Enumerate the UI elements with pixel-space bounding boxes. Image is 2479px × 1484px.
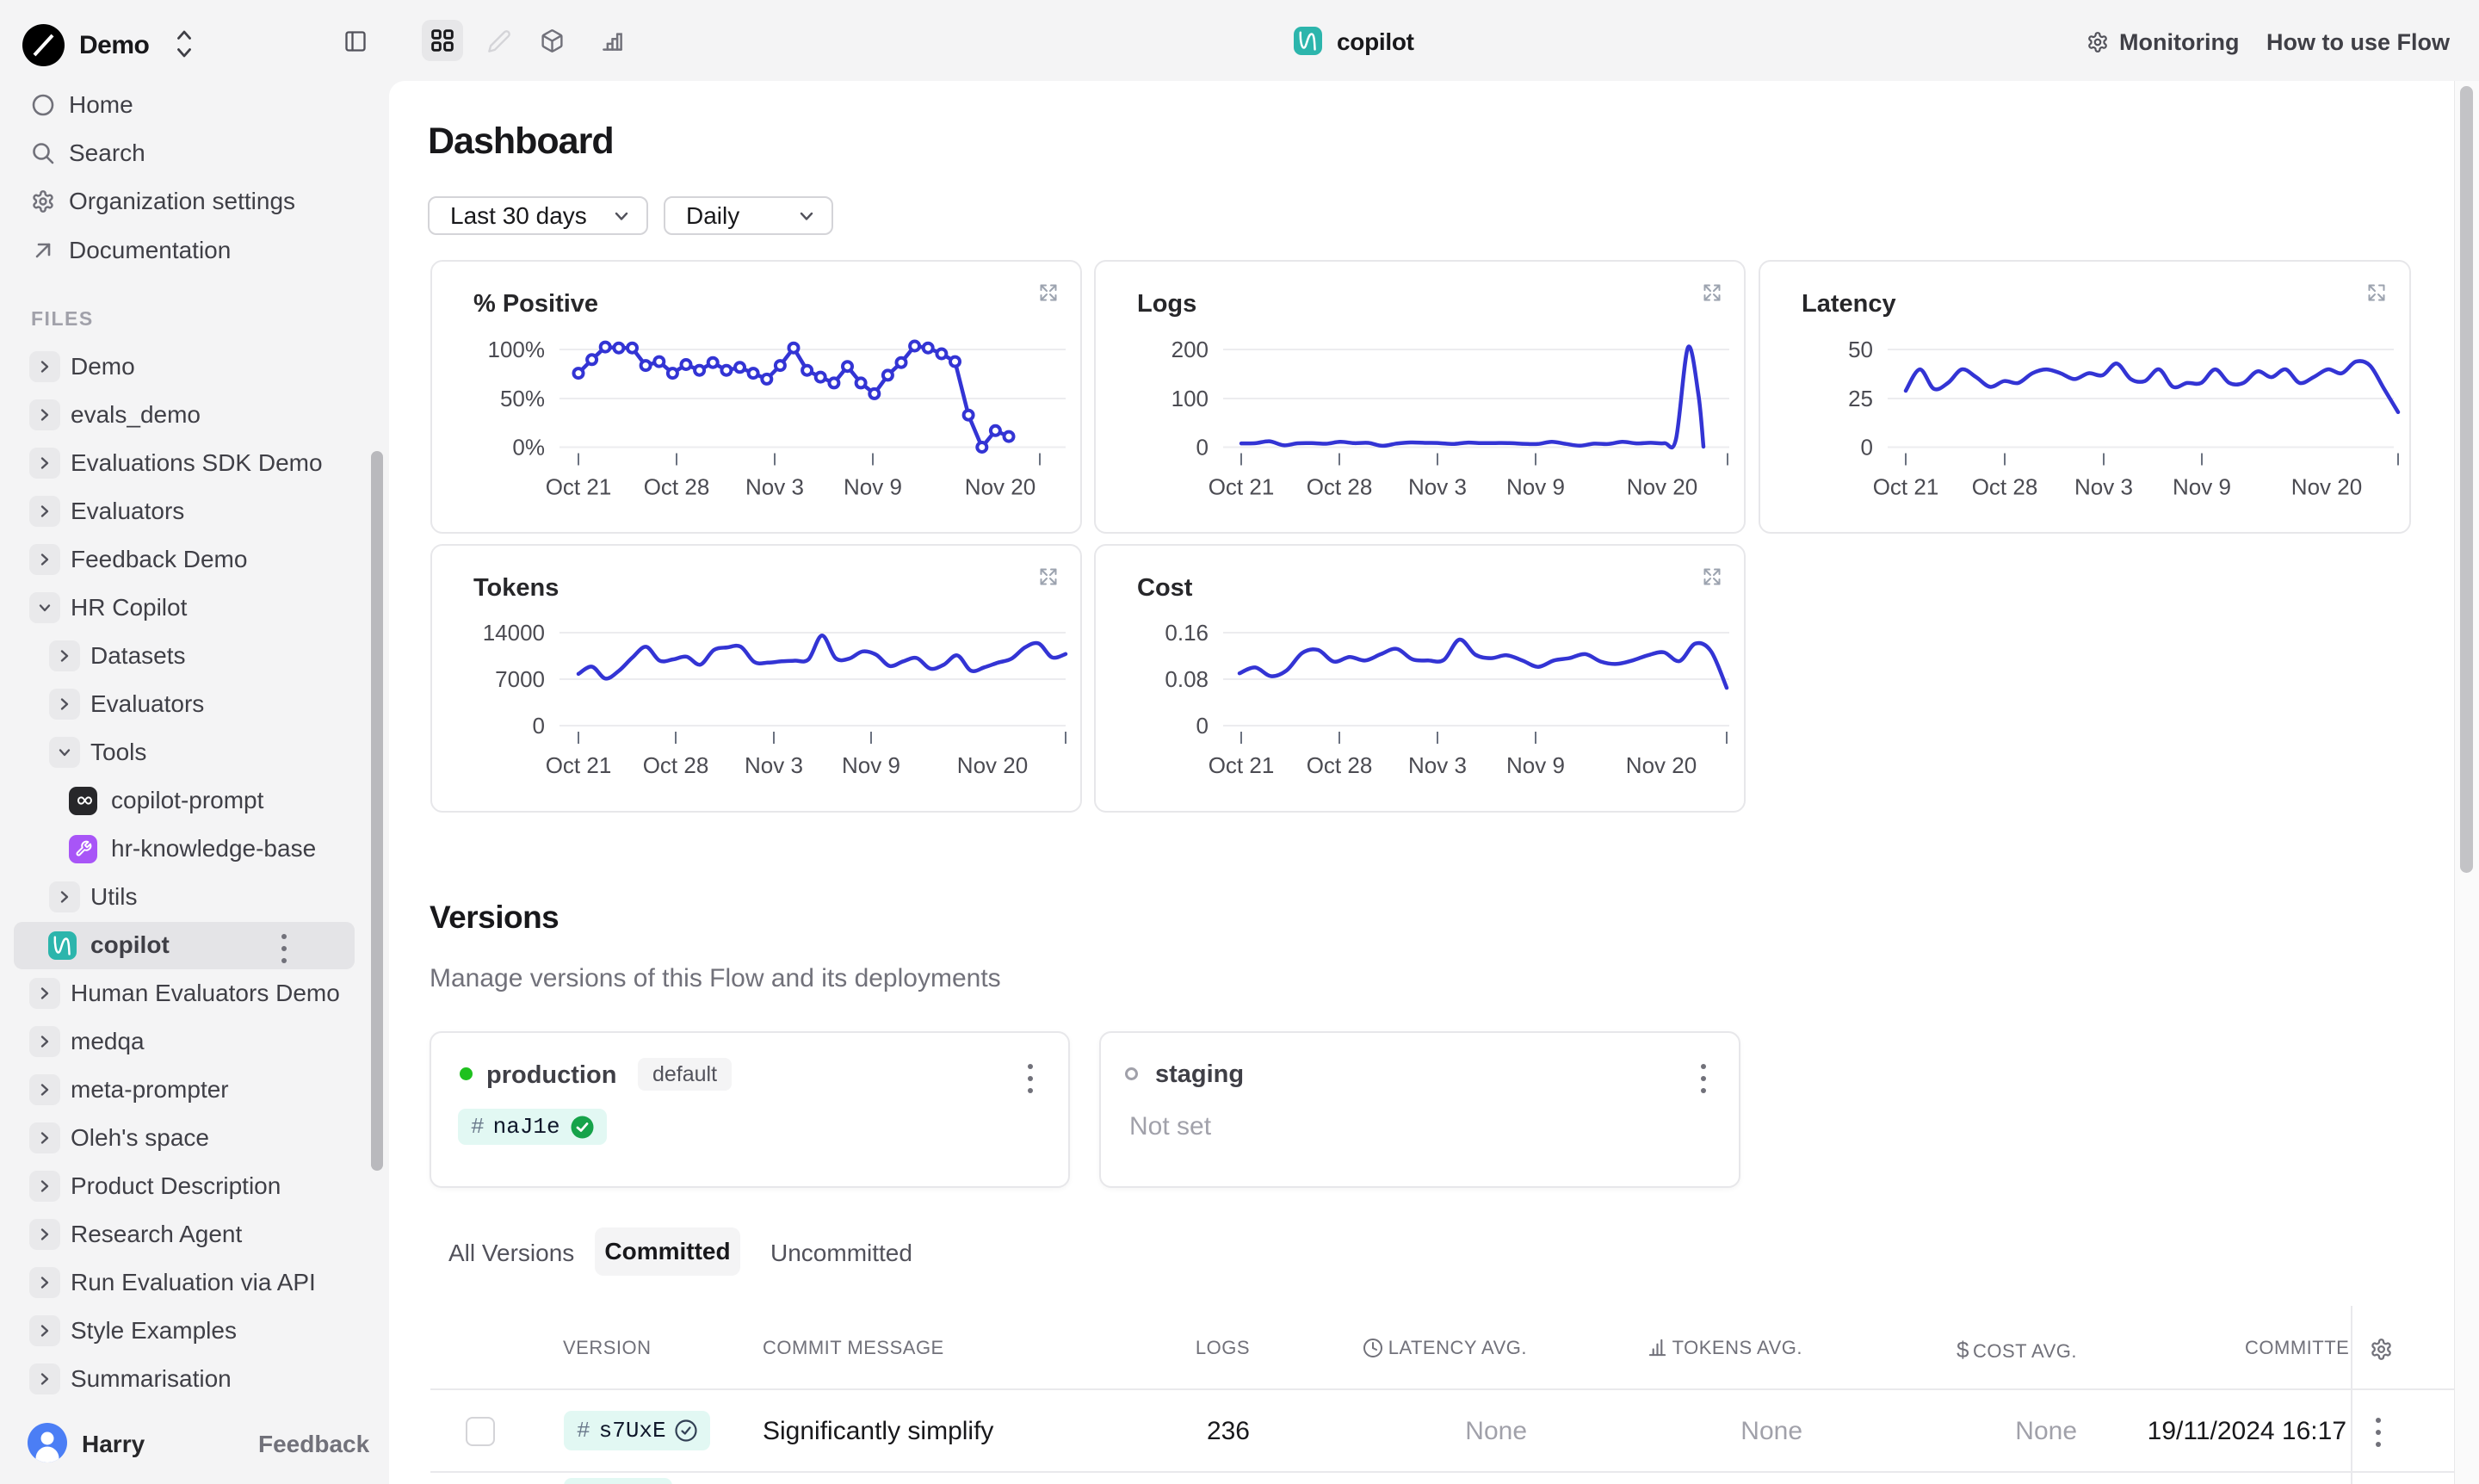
svg-text:Nov 3: Nov 3 [1408,474,1467,500]
svg-text:Oct 21: Oct 21 [546,752,612,778]
svg-text:14000: 14000 [483,620,545,646]
svg-text:Nov 9: Nov 9 [1506,752,1565,778]
svg-text:Oct 21: Oct 21 [1209,752,1275,778]
svg-text:Oct 28: Oct 28 [1307,474,1373,500]
svg-text:Nov 20: Nov 20 [1627,474,1697,500]
svg-text:25: 25 [1848,386,1873,411]
svg-text:Oct 21: Oct 21 [1209,474,1275,500]
svg-text:0.08: 0.08 [1165,666,1209,692]
svg-text:Oct 21: Oct 21 [1873,474,1939,500]
svg-text:Nov 20: Nov 20 [1626,752,1697,778]
svg-text:50: 50 [1848,337,1873,362]
svg-text:Nov 3: Nov 3 [745,474,804,500]
svg-text:Oct 28: Oct 28 [644,474,710,500]
svg-text:0: 0 [1861,435,1873,461]
svg-text:0.16: 0.16 [1165,620,1209,646]
svg-text:Nov 9: Nov 9 [2173,474,2231,500]
svg-text:Nov 9: Nov 9 [1506,474,1565,500]
svg-text:Nov 9: Nov 9 [842,752,900,778]
svg-text:7000: 7000 [495,666,545,692]
svg-text:100: 100 [1171,386,1209,411]
svg-text:Oct 28: Oct 28 [643,752,709,778]
svg-text:Nov 20: Nov 20 [965,474,1035,500]
svg-text:50%: 50% [500,386,545,411]
svg-text:0%: 0% [512,435,545,461]
svg-text:0: 0 [533,713,545,739]
svg-text:Nov 20: Nov 20 [957,752,1028,778]
svg-text:Oct 21: Oct 21 [546,474,612,500]
svg-text:Nov 3: Nov 3 [1408,752,1467,778]
svg-text:200: 200 [1171,337,1209,362]
svg-text:Nov 3: Nov 3 [745,752,803,778]
svg-text:0: 0 [1196,435,1209,461]
svg-text:Nov 9: Nov 9 [844,474,902,500]
svg-text:100%: 100% [488,337,546,362]
svg-text:Nov 20: Nov 20 [2291,474,2362,500]
svg-text:Oct 28: Oct 28 [1307,752,1373,778]
svg-text:0: 0 [1196,713,1209,739]
svg-text:Nov 3: Nov 3 [2074,474,2133,500]
svg-text:Oct 28: Oct 28 [1972,474,2038,500]
